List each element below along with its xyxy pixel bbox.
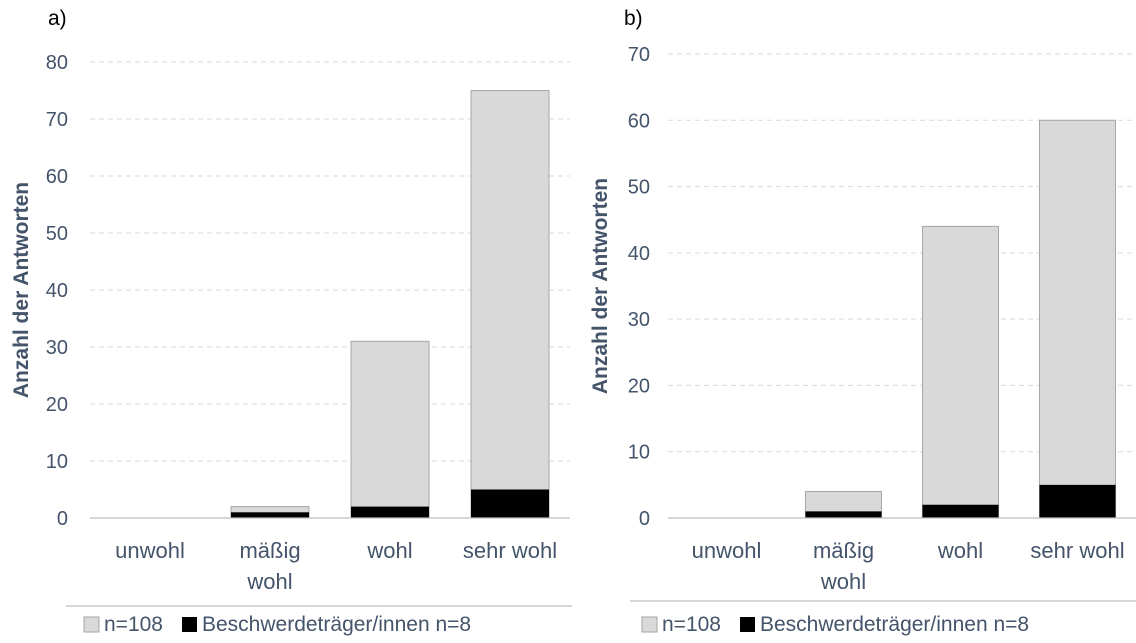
x-tick-label-line: wohl (246, 569, 292, 594)
y-tick-label: 80 (46, 52, 68, 74)
bar-total (1038, 119, 1117, 519)
y-tick-label: 70 (628, 44, 650, 66)
x-tick-label: mäßig wohl (239, 538, 300, 594)
y-tick-label: 50 (46, 223, 68, 245)
y-tick-label: 10 (46, 451, 68, 473)
x-tick-label-line: unwohl (115, 538, 185, 563)
y-tick-label: 20 (628, 375, 650, 397)
y-tick-label: 30 (46, 337, 68, 359)
bar-complainants (231, 512, 309, 518)
y-tick-label: 0 (639, 508, 650, 530)
y-tick-label: 0 (57, 508, 68, 530)
bar-total (921, 225, 1000, 519)
x-tick-label: mäßig wohl (813, 538, 874, 594)
x-tick-label-line: mäßig (239, 538, 300, 563)
bar-total (350, 340, 430, 519)
legend-swatch-total (83, 616, 100, 633)
y-tick-label: 50 (628, 177, 650, 199)
y-tick-label: 30 (628, 309, 650, 331)
x-tick-label-line: sehr wohl (1030, 538, 1124, 563)
y-tick-label: 70 (46, 109, 68, 131)
x-tick-label: sehr wohl (463, 538, 557, 563)
x-tick-label: wohl (366, 538, 412, 563)
bar-complainants (471, 489, 549, 518)
x-tick-label-line: mäßig (813, 538, 874, 563)
panel-label: b) (624, 7, 643, 30)
y-axis-title: Anzahl der Antworten (10, 182, 33, 398)
y-axis-title: Anzahl der Antworten (589, 178, 612, 394)
x-tick-label: sehr wohl (1030, 538, 1124, 563)
chart-panel-b: b) 0 10 20 30 40 50 60 70 Anzahl der Antworten unw… (589, 7, 1136, 636)
legend: n=108 Beschwerdeträger/innen n=8 (641, 613, 1029, 636)
x-tick-label-line: wohl (366, 538, 412, 563)
legend-swatch-complainants (740, 617, 755, 632)
x-tick-label: unwohl (692, 538, 762, 563)
x-tick-label-line: sehr wohl (463, 538, 557, 563)
y-tick-label: 60 (628, 110, 650, 132)
y-tick-label: 10 (628, 442, 650, 464)
y-tick-label: 60 (46, 166, 68, 188)
x-tick-label-line: unwohl (692, 538, 762, 563)
x-tick-label-line: wohl (820, 569, 866, 594)
legend-label-complainants: Beschwerdeträger/innen n=8 (760, 613, 1029, 636)
chart-panel-a: a) 0 10 20 30 40 50 60 70 80 Anzahl der Antworten u… (10, 7, 572, 636)
y-tick-label: 40 (628, 243, 650, 265)
legend-label-total: n=108 (104, 613, 163, 636)
y-tick-label: 40 (46, 280, 68, 302)
panel-label: a) (48, 7, 67, 30)
bar-total (470, 90, 550, 519)
x-tick-label: wohl (937, 538, 983, 563)
legend-swatch-complainants (182, 617, 197, 632)
bar-complainants (351, 506, 429, 518)
legend-label-total: n=108 (662, 613, 721, 636)
x-tick-label: unwohl (115, 538, 185, 563)
legend-swatch-total (641, 616, 658, 633)
legend-label-complainants: Beschwerdeträger/innen n=8 (202, 613, 471, 636)
legend: n=108 Beschwerdeträger/innen n=8 (83, 613, 471, 636)
bar-complainants (1039, 484, 1116, 518)
y-tick-label: 20 (46, 394, 68, 416)
bar-complainants (805, 511, 882, 518)
x-tick-label-line: wohl (937, 538, 983, 563)
bar-complainants (922, 504, 999, 518)
